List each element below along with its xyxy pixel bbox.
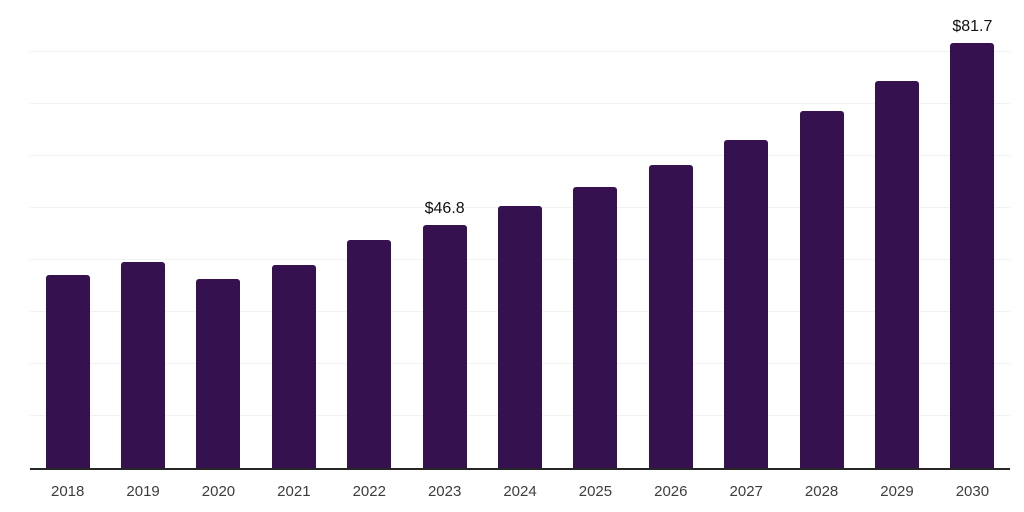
bar-2022 bbox=[347, 240, 392, 468]
bar-2030 bbox=[950, 43, 995, 468]
bar-2020 bbox=[196, 278, 241, 468]
bar-slot-2024 bbox=[482, 0, 557, 468]
bar-slot-2022 bbox=[332, 0, 407, 468]
bar-slot-2027 bbox=[709, 0, 784, 468]
x-tick-2030: 2030 bbox=[955, 482, 990, 500]
bar-2023 bbox=[422, 224, 467, 468]
gridline-80 bbox=[30, 51, 1010, 52]
bars-layer: $46.8 $81.7 bbox=[30, 0, 1010, 468]
bar-slot-2030: $81.7 bbox=[935, 0, 1010, 468]
bar-slot-2028 bbox=[784, 0, 859, 468]
x-tick-2020: 2020 bbox=[201, 482, 236, 500]
bar-2019 bbox=[121, 261, 166, 468]
bar-slot-2029 bbox=[859, 0, 934, 468]
bar-slot-2025 bbox=[558, 0, 633, 468]
bar-slot-2018 bbox=[30, 0, 105, 468]
data-label-2030: $81.7 bbox=[952, 18, 993, 36]
bar-slot-2023: $46.8 bbox=[407, 0, 482, 468]
data-label-2023: $46.8 bbox=[424, 199, 465, 217]
gridline-70 bbox=[30, 103, 1010, 104]
x-axis: 2018 2019 2020 2021 2022 2023 2024 2025 2026 2027… bbox=[30, 470, 1010, 512]
bar-slot-2020 bbox=[181, 0, 256, 468]
bar-2027 bbox=[724, 139, 769, 468]
x-tick-2029: 2029 bbox=[880, 482, 914, 500]
x-tick-2019: 2019 bbox=[126, 482, 160, 500]
gridline-60 bbox=[30, 155, 1010, 156]
x-tick-2027: 2027 bbox=[729, 482, 763, 500]
bar-slot-2019 bbox=[105, 0, 180, 468]
bar-2026 bbox=[648, 164, 693, 468]
bar-slot-2026 bbox=[633, 0, 708, 468]
x-tick-2025: 2025 bbox=[578, 482, 613, 500]
x-tick-2022: 2022 bbox=[352, 482, 386, 500]
x-tick-2023: 2023 bbox=[427, 482, 462, 500]
bar-slot-2021 bbox=[256, 0, 331, 468]
bar-2024 bbox=[498, 206, 543, 468]
bar-2021 bbox=[271, 265, 316, 468]
x-tick-2021: 2021 bbox=[277, 482, 311, 500]
x-tick-2018: 2018 bbox=[51, 482, 85, 500]
bar-2025 bbox=[573, 186, 618, 468]
x-tick-2028: 2028 bbox=[804, 482, 839, 500]
bar-2029 bbox=[874, 80, 919, 468]
x-tick-2026: 2026 bbox=[654, 482, 688, 500]
plot-area: $46.8 $81.7 bbox=[30, 0, 1010, 470]
bar-2018 bbox=[45, 274, 90, 468]
x-tick-2024: 2024 bbox=[503, 482, 537, 500]
bar-2028 bbox=[799, 111, 844, 468]
